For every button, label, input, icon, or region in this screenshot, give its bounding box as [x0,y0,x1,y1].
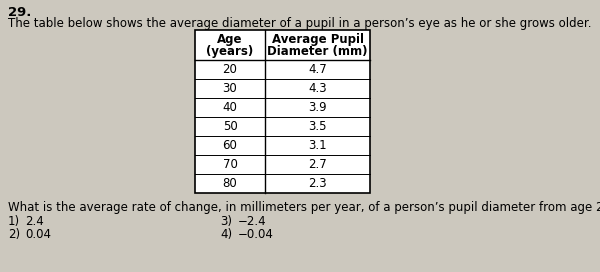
Text: 80: 80 [223,177,238,190]
Text: 4.3: 4.3 [308,82,327,95]
Text: 30: 30 [223,82,238,95]
Text: Average Pupil: Average Pupil [271,33,364,47]
Text: What is the average rate of change, in millimeters per year, of a person’s pupil: What is the average rate of change, in m… [8,201,600,214]
Text: 2.4: 2.4 [25,215,44,228]
Text: 20: 20 [223,63,238,76]
Text: 2.3: 2.3 [308,177,327,190]
Text: Diameter (mm): Diameter (mm) [267,45,368,57]
Text: Age: Age [217,33,243,47]
Text: The table below shows the average diameter of a pupil in a person’s eye as he or: The table below shows the average diamet… [8,17,592,30]
Text: 4.7: 4.7 [308,63,327,76]
Text: 50: 50 [223,120,238,133]
Bar [195,30,370,193]
Text: 29.: 29. [8,6,31,19]
Text: 2.7: 2.7 [308,158,327,171]
Text: 60: 60 [223,139,238,152]
Text: −0.04: −0.04 [238,228,274,241]
Text: 2): 2) [8,228,20,241]
Text: 4): 4) [220,228,232,241]
Text: 3.1: 3.1 [308,139,327,152]
Text: −2.4: −2.4 [238,215,266,228]
Text: 1): 1) [8,215,20,228]
Text: 70: 70 [223,158,238,171]
Text: 40: 40 [223,101,238,114]
Text: 3.9: 3.9 [308,101,327,114]
Text: 3): 3) [220,215,232,228]
Text: 3.5: 3.5 [308,120,327,133]
Text: 0.04: 0.04 [25,228,51,241]
Text: (years): (years) [206,45,254,57]
